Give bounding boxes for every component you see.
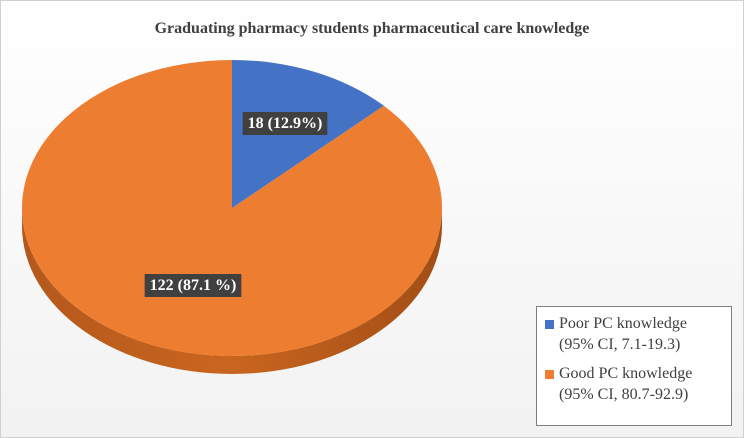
legend-swatch-good <box>545 370 554 379</box>
data-label-poor: 18 (12.9%) <box>242 112 328 135</box>
data-label-good-text: 122 (87.1 %) <box>150 277 237 294</box>
legend-label-poor: Poor PC knowledge <box>559 315 687 332</box>
legend-label-good: Good PC knowledge <box>559 365 693 382</box>
chart-title: Graduating pharmacy students pharmaceuti… <box>154 20 590 37</box>
legend-item-poor[interactable]: Poor PC knowledge (95% CI, 7.1-19.3) <box>545 313 723 355</box>
legend-ci-poor: (95% CI, 7.1-19.3) <box>559 336 681 353</box>
data-label-poor-text: 18 (12.9%) <box>248 115 323 132</box>
legend: Poor PC knowledge (95% CI, 7.1-19.3) Goo… <box>536 306 732 426</box>
legend-ci-good: (95% CI, 80.7-92.9) <box>559 386 689 403</box>
legend-item-good[interactable]: Good PC knowledge (95% CI, 80.7-92.9) <box>545 363 723 405</box>
legend-swatch-poor <box>545 320 554 329</box>
pie-slice-good-pc-knowledge[interactable] <box>22 60 443 356</box>
data-label-good: 122 (87.1 %) <box>144 274 242 297</box>
